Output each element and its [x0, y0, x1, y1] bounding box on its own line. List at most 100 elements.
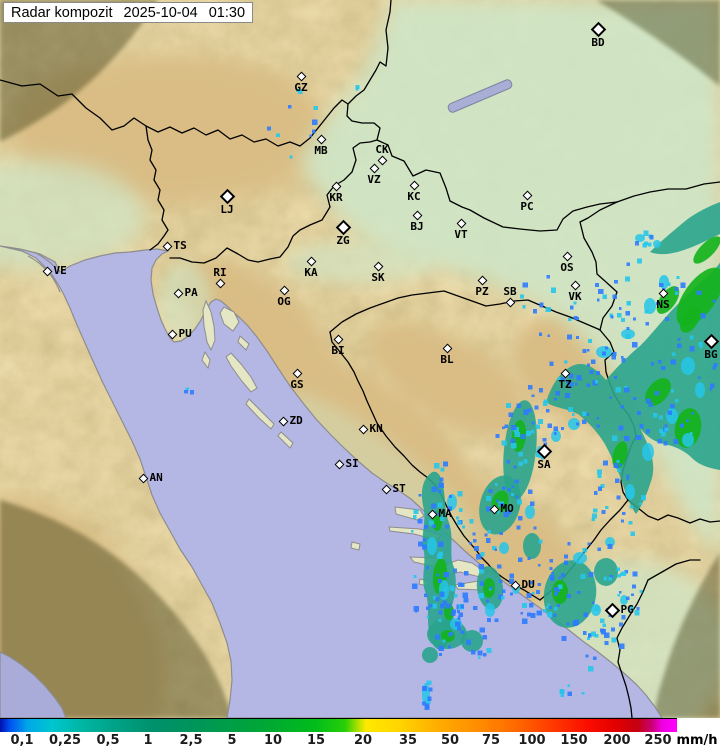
city-diamond-icon [570, 280, 580, 290]
legend-tick: 5 [227, 733, 237, 748]
city-diamond-icon [560, 368, 570, 378]
city-diamond-icon [167, 329, 177, 339]
rain-heavy-cores [432, 236, 720, 642]
city-diamond-icon [292, 368, 302, 378]
city-code-label: KA [304, 265, 318, 279]
legend-tick: 250 [644, 733, 672, 748]
city-diamond-icon [331, 181, 341, 191]
legend-tick: 50 [440, 733, 460, 748]
city-code-label: SI [345, 457, 359, 470]
city-code-label: LJ [220, 202, 234, 216]
city-diamond-icon [215, 278, 225, 288]
city-code-label: BG [704, 347, 718, 361]
city-code-label: TS [173, 239, 187, 252]
city-code-label: MA [438, 507, 452, 520]
legend-unit-label: mm/h [676, 733, 718, 748]
rain-speckles [184, 85, 718, 710]
city-code-label: OG [277, 294, 291, 308]
city-diamond-icon [42, 266, 52, 276]
city-code-label: MB [314, 143, 328, 157]
city-code-label: PA [184, 286, 198, 299]
city-diamond-icon [369, 163, 379, 173]
legend-tick: 1 [143, 733, 153, 748]
city-code-label: KR [329, 190, 343, 204]
city-diamond-icon [381, 484, 391, 494]
legend-color-scale [0, 718, 677, 732]
city-code-label: PC [520, 199, 534, 213]
legend-tick: 10 [263, 733, 283, 748]
legend-tick: 150 [560, 733, 588, 748]
city-diamond-icon [562, 251, 572, 261]
precipitation-layer [184, 85, 720, 710]
legend-tick: 35 [398, 733, 418, 748]
city-diamond-icon [522, 190, 532, 200]
city-markers-layer: VE TS PA PU AN GZ BD MB CK VZ KR KC PC LJ ZG BJ VT OS RI KA… [42, 21, 719, 618]
city-code-label: TZ [558, 377, 572, 391]
city-code-label: OS [560, 260, 574, 274]
city-diamond-icon [477, 275, 487, 285]
city-diamond-icon [505, 297, 515, 307]
city-diamond-icon [373, 261, 383, 271]
city-diamond-icon [278, 416, 288, 426]
city-code-label: DU [521, 578, 535, 591]
city-code-label: ZD [289, 414, 303, 427]
venice-lagoon [27, 251, 61, 293]
city-code-label: CK [375, 142, 389, 156]
city-diamond-icon [306, 256, 316, 266]
city-diamond-icon [427, 509, 437, 519]
city-code-label: GZ [294, 80, 308, 94]
legend-tick: 0,25 [48, 733, 82, 748]
city-code-label: BL [440, 352, 454, 366]
city-diamond-icon [489, 504, 499, 514]
city-code-label: ZG [336, 233, 350, 247]
city-code-label: BI [331, 343, 345, 357]
city-diamond-icon [335, 219, 351, 235]
city-diamond-icon [173, 288, 183, 298]
city-diamond-icon [658, 288, 668, 298]
city-diamond-icon [279, 285, 289, 295]
city-diamond-icon [333, 334, 343, 344]
city-diamond-icon [703, 333, 719, 349]
legend-tick: 100 [518, 733, 546, 748]
legend-tick: 75 [481, 733, 501, 748]
city-code-label: VK [568, 289, 582, 303]
city-code-label: MO [500, 502, 514, 515]
city-diamond-icon [536, 443, 552, 459]
city-code-label: VT [454, 227, 468, 241]
city-diamond-icon [138, 473, 148, 483]
city-code-label: ST [392, 482, 406, 495]
observation-date: 2025-10-04 [123, 4, 198, 21]
rain-light-patches [422, 234, 705, 705]
city-code-label: BJ [410, 219, 424, 233]
city-code-label: AN [149, 471, 163, 484]
city-diamond-icon [442, 343, 452, 353]
city-code-label: SA [537, 457, 551, 471]
legend-tick: 0,1 [10, 733, 34, 748]
city-diamond-icon [334, 459, 344, 469]
out-of-range-shading [0, 0, 720, 718]
city-code-label: KN [369, 422, 383, 435]
city-diamond-icon [412, 210, 422, 220]
city-diamond-icon [409, 180, 419, 190]
city-code-label: GS [290, 377, 304, 391]
city-code-label: PG [620, 603, 634, 616]
city-code-label: VZ [367, 172, 381, 186]
radar-map-canvas [0, 0, 720, 718]
legend-tick: 15 [306, 733, 326, 748]
city-code-label: PZ [475, 284, 489, 298]
city-code-label: NS [656, 297, 670, 311]
legend-tick: 2,5 [179, 733, 203, 748]
city-diamond-icon [510, 580, 520, 590]
city-diamond-icon [219, 188, 235, 204]
city-diamond-icon [456, 218, 466, 228]
lake-balaton [447, 79, 513, 113]
city-diamond-icon [590, 21, 606, 37]
city-diamond-icon [604, 602, 620, 618]
city-diamond-icon [377, 155, 387, 165]
product-title: Radar kompozit [11, 4, 113, 21]
city-diamond-icon [162, 241, 172, 251]
observation-time: 01:30 [208, 4, 246, 21]
city-code-label: VE [53, 264, 67, 277]
city-code-label: BD [591, 35, 605, 49]
